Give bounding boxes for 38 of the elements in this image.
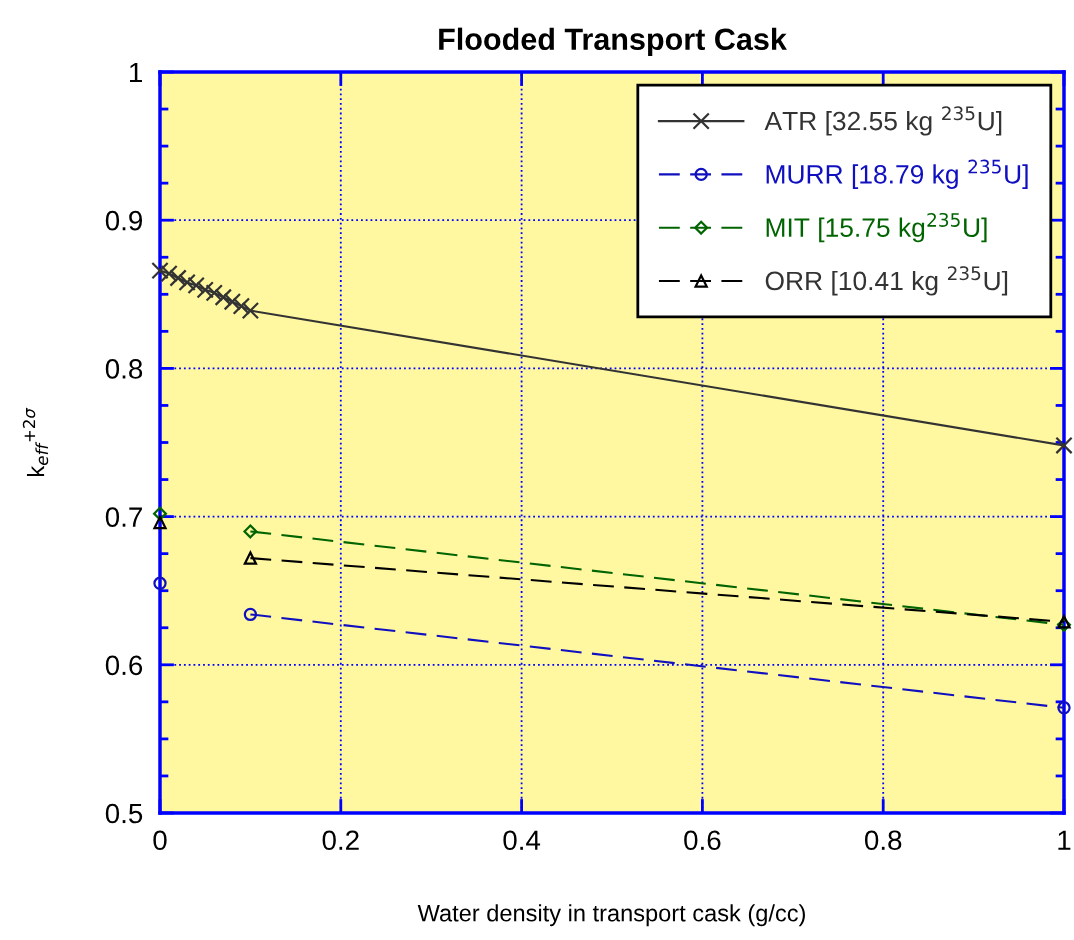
point xyxy=(243,607,258,622)
point xyxy=(160,264,178,283)
point xyxy=(214,288,233,307)
x-tick-label: 0.2 xyxy=(322,830,359,851)
point xyxy=(223,292,242,311)
y-tick-label: 0.5 xyxy=(105,803,143,824)
legend-label: MURR [18.79 kg $^{235}$U] xyxy=(766,159,1028,189)
x-tick-label: 0.8 xyxy=(864,830,902,851)
point xyxy=(178,273,196,292)
x-tick-label: 0.4 xyxy=(503,830,541,851)
point xyxy=(232,297,251,315)
point xyxy=(153,506,167,521)
y-tick-label: 1 xyxy=(130,62,142,83)
point xyxy=(205,284,223,302)
point xyxy=(169,269,187,287)
point xyxy=(1055,436,1073,455)
point xyxy=(151,261,169,280)
point xyxy=(153,576,167,590)
point xyxy=(243,551,258,565)
legend-label: ORR [10.41 kg $^{235}$U] xyxy=(765,266,1008,296)
chart-title: Flooded Transport Cask xyxy=(439,27,787,57)
x-tick-label: 0.6 xyxy=(684,830,721,851)
y-axis-title: k$_{eff}$$^{+2σ}$ xyxy=(22,407,49,477)
y-tick-label: 0.6 xyxy=(105,655,143,676)
x-axis-title: Water density in transport cask (g/cc) xyxy=(417,904,805,927)
point xyxy=(241,301,260,320)
point xyxy=(187,276,205,295)
point xyxy=(243,524,258,539)
y-tick-label: 0.9 xyxy=(105,210,143,231)
point xyxy=(1057,701,1071,715)
x-tick-label: 1 xyxy=(1058,830,1071,850)
legend-label: MIT [15.75 kg$^{235}$U] xyxy=(766,212,987,243)
x-tick-label: 0 xyxy=(153,830,167,851)
y-tick-label: 0.7 xyxy=(105,507,142,527)
legend-label: ATR [32.55 kg $^{235}$U] xyxy=(764,106,1002,136)
point xyxy=(153,515,167,530)
point xyxy=(196,281,214,299)
y-tick-label: 0.8 xyxy=(105,359,143,379)
